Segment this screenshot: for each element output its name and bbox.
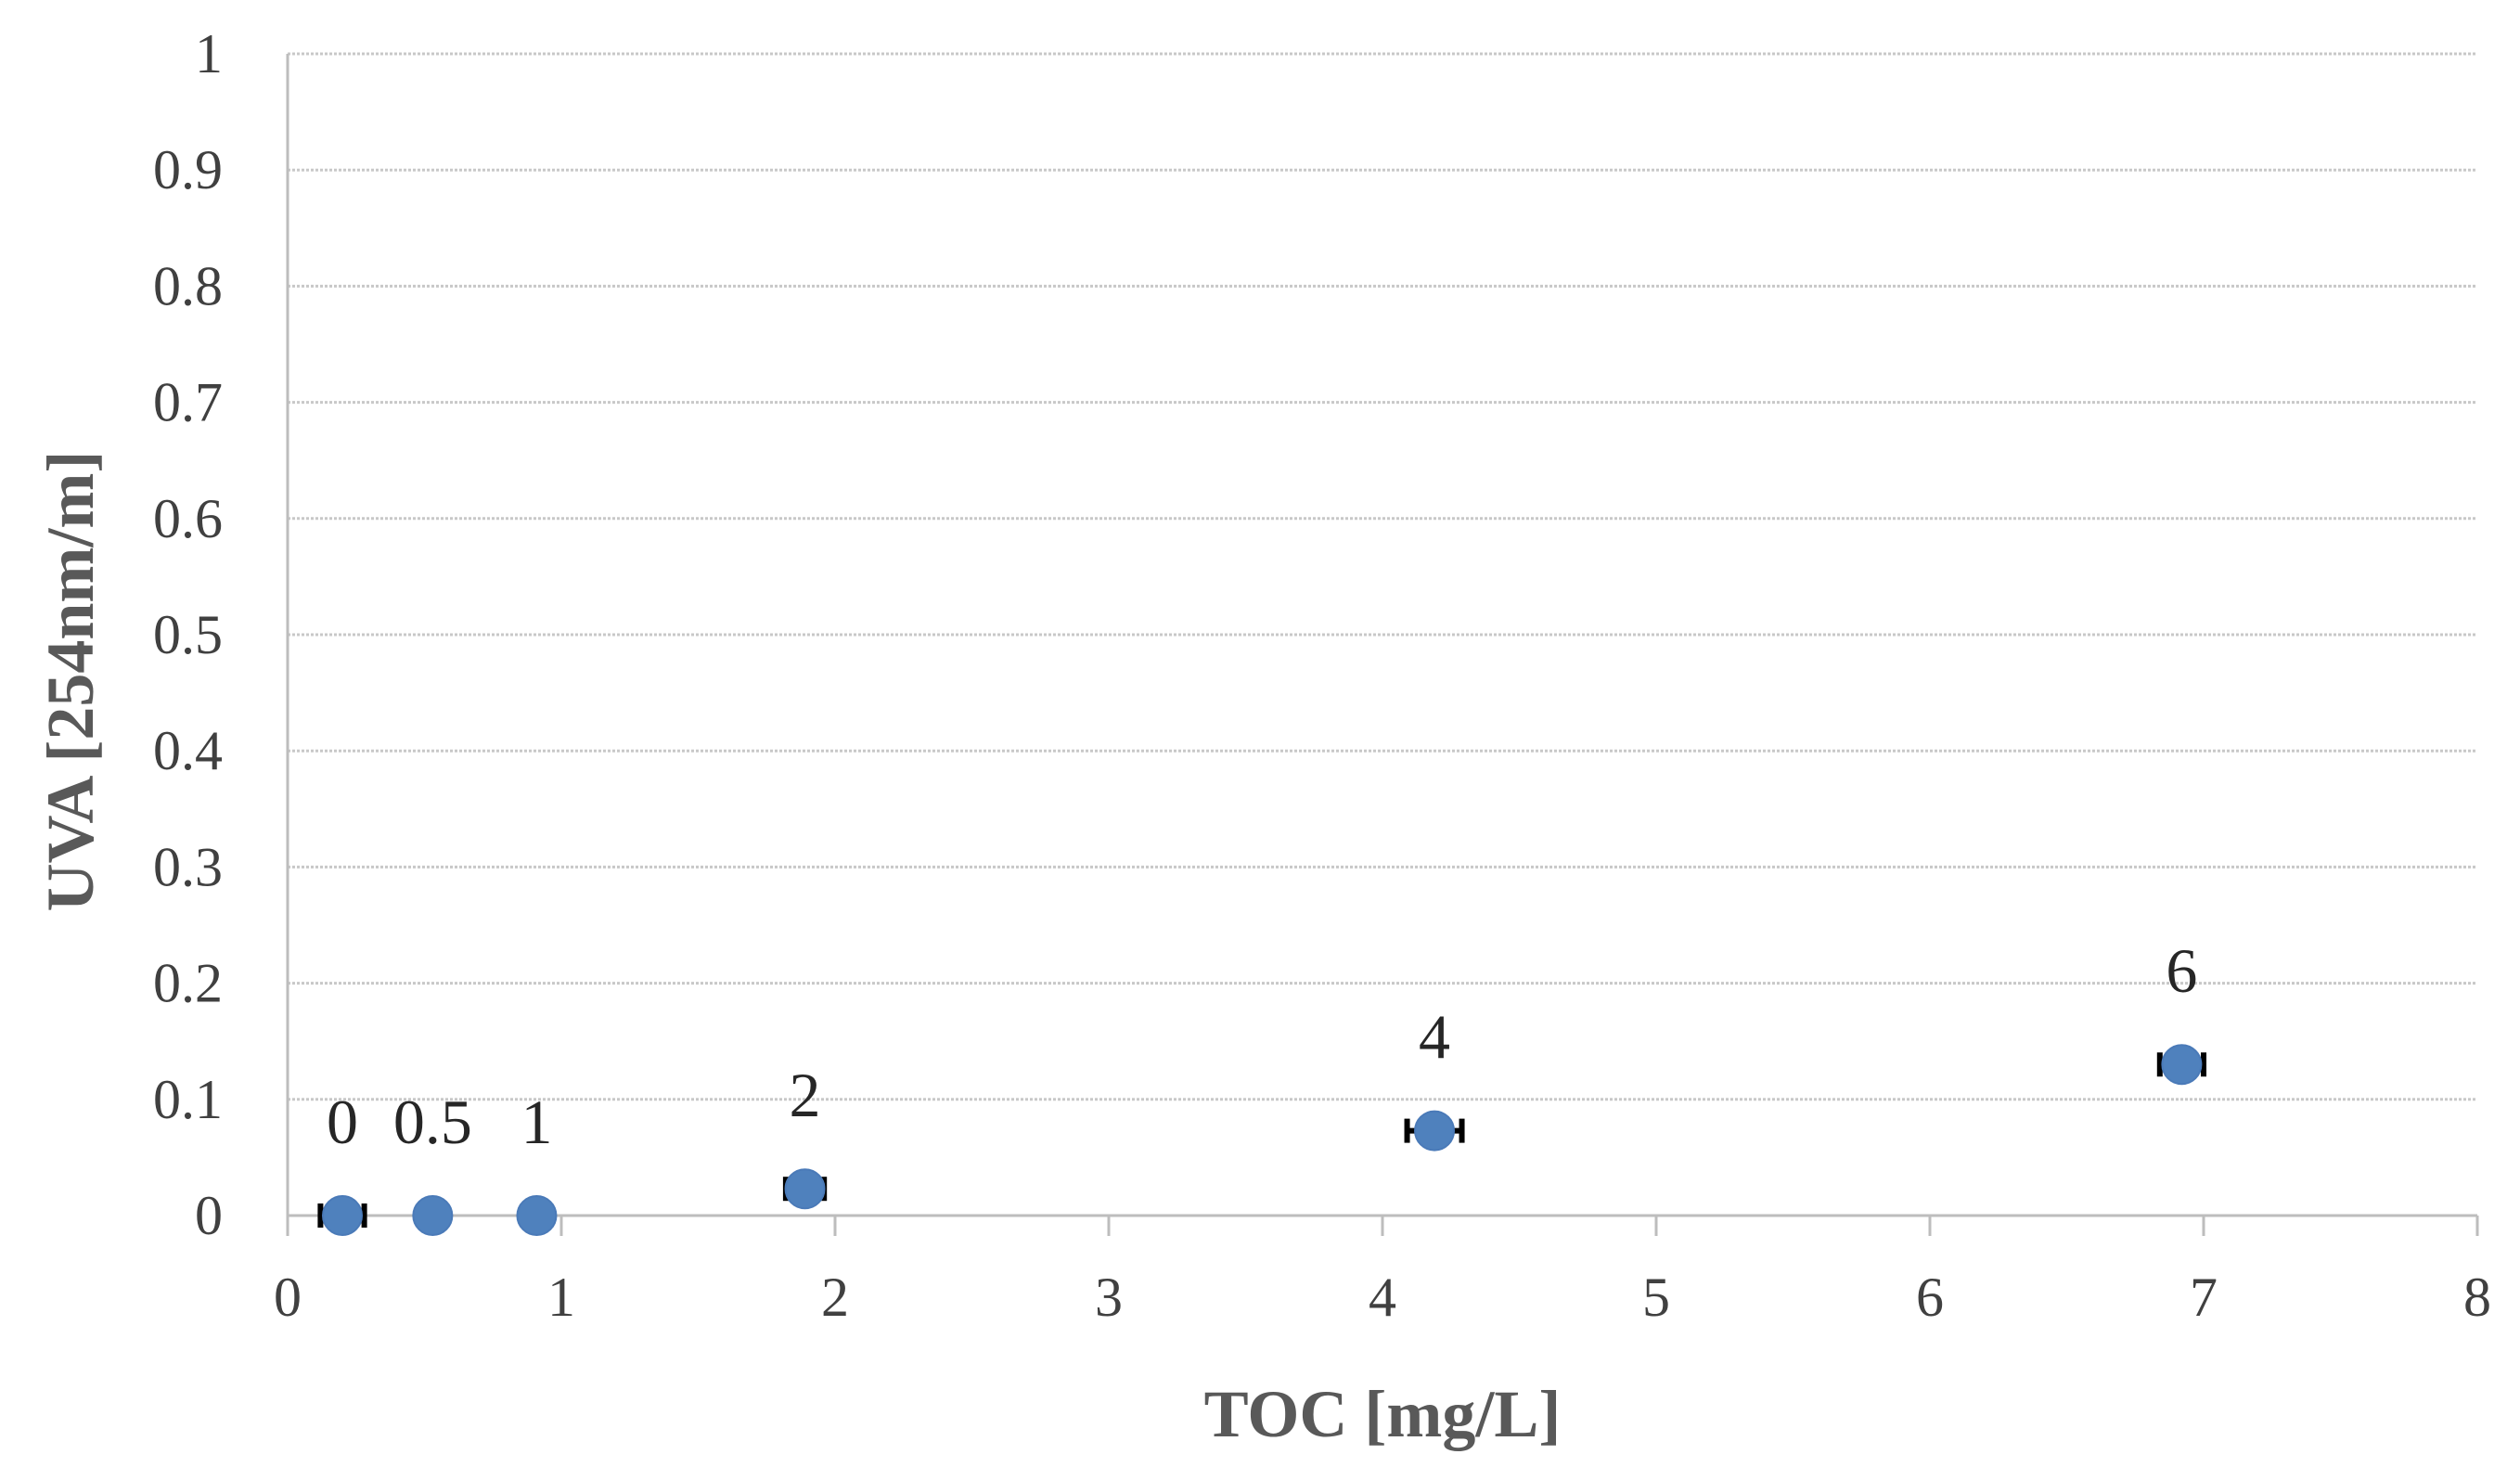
point-data-label: 0.5 [393,1087,472,1157]
y-tick-label: 0.5 [153,604,223,665]
x-tick-label: 7 [2190,1267,2218,1328]
y-axis-title: UVA [254nm/m] [33,451,108,912]
y-tick-label: 0.1 [153,1069,223,1130]
data-point [412,1195,454,1236]
grid-lines [288,52,2477,1101]
x-tick-labels: 0 1 2 3 4 5 6 7 8 [274,1267,2491,1328]
y-tick-label: 0.9 [153,139,223,200]
y-tick-label: 0.6 [153,488,223,549]
x-tick-label: 2 [821,1267,849,1328]
y-tick-label: 0.2 [153,953,223,1014]
point-data-label: 0 [327,1087,358,1157]
point-data-label: 4 [1419,1002,1450,1073]
point-data-label: 2 [790,1060,821,1130]
x-tick-label: 1 [547,1267,575,1328]
data-point [1414,1110,1456,1152]
x-tick-label: 8 [2463,1267,2491,1328]
y-tick-label: 0.3 [153,836,223,897]
data-point [516,1195,558,1236]
x-tick-label: 3 [1095,1267,1123,1328]
y-tick-labels: 0 0.1 0.2 0.3 0.4 0.5 0.6 0.7 0.8 0.9 1 [153,23,223,1246]
x-tick-label: 4 [1369,1267,1396,1328]
x-axis-title: TOC [mg/L] [1204,1377,1562,1451]
point-data-label: 1 [521,1087,552,1157]
axes [286,54,2479,1236]
data-point [2161,1044,2203,1086]
point-labels: 0 0.5 1 2 4 6 [327,935,2197,1157]
data-point [322,1195,363,1236]
y-tick-label: 0.7 [153,372,223,433]
data-points [322,1044,2203,1236]
y-tick-label: 0.4 [153,720,223,781]
y-tick-label: 1 [195,23,223,84]
point-data-label: 6 [2166,935,2197,1006]
x-tick-label: 0 [274,1267,302,1328]
x-tick-label: 5 [1642,1267,1670,1328]
y-tick-label: 0.8 [153,255,223,316]
y-tick-label: 0 [195,1185,223,1246]
x-tick-label: 6 [1916,1267,1944,1328]
data-point [784,1168,826,1210]
error-bars [317,1052,2206,1228]
